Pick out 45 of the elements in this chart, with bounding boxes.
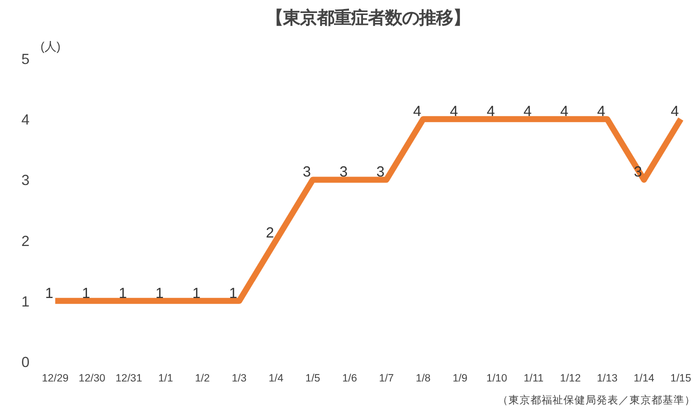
x-tick-label: 12/29 [42,372,69,384]
y-tick-label: 5 [21,52,30,68]
data-label: 4 [413,104,422,120]
x-tick-label: 1/2 [195,372,210,384]
x-tick-label: 1/14 [634,372,654,384]
data-label: 4 [486,104,495,120]
data-label: 4 [450,104,458,120]
x-tick-label: 1/13 [596,372,618,384]
data-label: 1 [118,286,127,302]
x-tick-label: 1/1 [158,372,174,384]
data-label: 3 [302,164,311,181]
data-label: 3 [340,164,348,181]
x-tick-label: 1/11 [524,372,544,384]
y-tick-label: 1 [21,294,30,310]
data-label: 1 [45,286,54,302]
data-label: 3 [634,164,642,181]
x-tick-label: 1/15 [670,372,692,384]
data-label: 1 [156,286,164,302]
data-label: 3 [376,164,384,181]
x-tick-label: 1/3 [232,372,247,384]
data-label: 4 [597,104,606,120]
x-tick-label: 1/10 [486,372,508,384]
x-tick-label: 12/31 [115,372,142,384]
x-tick-label: 1/4 [268,372,284,384]
x-tick-label: 1/12 [560,372,581,384]
y-tick-label: 4 [21,112,30,129]
y-tick-label: 0 [21,355,30,371]
data-label: 1 [82,286,90,302]
data-label: 2 [266,225,274,242]
x-tick-label: 1/6 [342,372,358,384]
y-tick-label: 2 [21,234,30,250]
x-tick-label: 1/7 [378,372,394,384]
y-tick-label: 3 [21,173,30,190]
x-tick-label: 1/5 [305,372,320,384]
chart-title: 【東京都重症者数の推移】 [266,8,470,28]
data-label: 1 [229,286,238,302]
x-tick-label: 12/30 [78,372,106,384]
data-label: 4 [524,104,532,120]
text: （東京都福祉保健局発表／東京都基準） [498,394,696,406]
x-tick-label: 1/8 [416,372,431,384]
x-tick-label: 1/9 [452,372,468,384]
data-label: 4 [560,104,568,120]
data-label: 4 [670,104,679,120]
y-axis-title: (人) [40,40,60,54]
data-label: 1 [192,286,200,302]
